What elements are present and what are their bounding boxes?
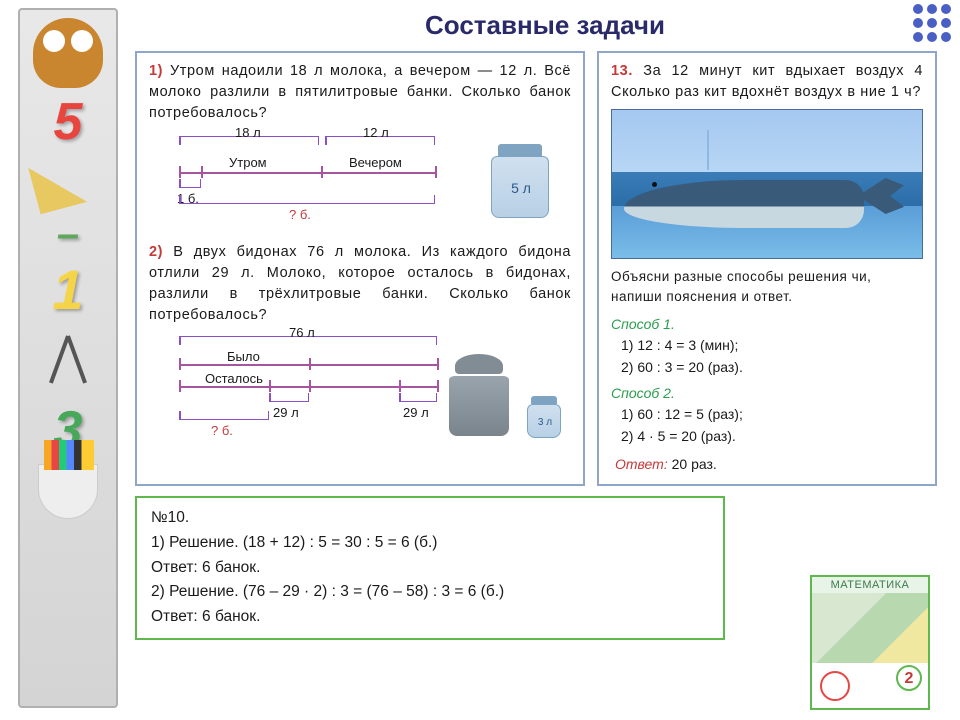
m2-step1: 1) 60 : 12 = 5 (раз); — [611, 403, 923, 425]
compass-icon — [38, 326, 98, 396]
label-qb1: ? б. — [289, 206, 311, 225]
task1-body: Утром надоили 18 л молока, а вечером — 1… — [149, 63, 571, 121]
task2-num: 2) — [149, 244, 163, 260]
label-76l: 76 л — [289, 324, 315, 343]
milk-can-icon — [449, 354, 511, 436]
m2-step2: 2) 4 · 5 = 20 (раз). — [611, 425, 923, 447]
diagram-task2: 76 л Было Осталось 29 л 29 л ? б. — [149, 334, 571, 454]
answer-label: Ответ: — [615, 456, 668, 472]
solution-box: №10. 1) Решение. (18 + 12) : 5 = 30 : 5 … — [135, 496, 725, 640]
method2-label: Способ 2. — [611, 383, 923, 403]
pencil-cup-icon — [38, 464, 98, 519]
task2-text: 2) В двух бидонах 76 л молока. Из каждог… — [149, 242, 571, 326]
whale-icon — [624, 168, 904, 228]
task13-answer: Ответ: 20 раз. — [611, 454, 923, 474]
task1-num: 1) — [149, 63, 163, 79]
m1-step1: 1) 12 : 4 = 3 (мин); — [611, 334, 923, 356]
panel-tasks-1-2: 1) Утром надоили 18 л молока, а вечером … — [135, 51, 585, 486]
whale-spout — [707, 130, 709, 170]
sol-1a: 1) Решение. (18 + 12) : 5 = 30 : 5 = 6 (… — [151, 531, 709, 556]
digit-1: 1 — [52, 262, 83, 318]
label-was: Было — [227, 348, 260, 367]
panels-row: 1) Утром надоили 18 л молока, а вечером … — [135, 47, 955, 486]
label-left: Осталось — [205, 370, 263, 389]
task1-text: 1) Утром надоили 18 л молока, а вечером … — [149, 61, 571, 124]
sol-header: №10. — [151, 506, 709, 531]
jar-5l-icon: 5 л — [491, 138, 551, 218]
task2-body: В двух бидонах 76 л молока. Из каждого б… — [149, 244, 571, 323]
jar-5l-label: 5 л — [491, 178, 551, 198]
diagram-task1: 18 л 12 л Утром Вечером 1 б. ? б. 5 л — [149, 132, 571, 232]
jar-3l-icon: 3 л — [527, 394, 563, 438]
digit-5: 5 — [54, 96, 83, 148]
label-29l-a: 29 л — [273, 404, 299, 423]
task13-body: За 12 минут кит вдыхает воздух 4 Сколько… — [611, 63, 923, 100]
page-title: Составные задачи — [135, 0, 955, 47]
clock-icon — [820, 671, 850, 701]
label-18l: 18 л — [235, 124, 261, 143]
ruler-icon — [28, 148, 109, 214]
corner-dots-icon — [913, 4, 951, 42]
panel-task13: 13. За 12 минут кит вдыхает воздух 4 Ско… — [597, 51, 937, 486]
book-bottom — [812, 663, 928, 707]
task13-explain: Объясни разные способы решения чи, напиш… — [611, 267, 923, 308]
answer-value: 20 раз. — [668, 456, 717, 472]
sol-1b: Ответ: 6 банок. — [151, 556, 709, 581]
sidebar: 5 – 1 3 — [18, 8, 118, 708]
label-evening: Вечером — [349, 154, 402, 173]
label-12l: 12 л — [363, 124, 389, 143]
task13-text: 13. За 12 минут кит вдыхает воздух 4 Ско… — [611, 61, 923, 103]
sol-2b: Ответ: 6 банок. — [151, 605, 709, 630]
book-illustration: 2 — [812, 593, 928, 663]
book-subject: МАТЕМАТИКА — [812, 577, 928, 593]
whale-illustration — [611, 109, 923, 259]
sol-2a: 2) Решение. (76 – 29 · 2) : 3 = (76 – 58… — [151, 580, 709, 605]
label-29l-b: 29 л — [403, 404, 429, 423]
method1-label: Способ 1. — [611, 314, 923, 334]
owl-icon — [33, 18, 103, 88]
task13-num: 13. — [611, 63, 633, 79]
label-morning: Утром — [229, 154, 267, 173]
digit-minus: – — [57, 214, 79, 254]
textbook-cover: МАТЕМАТИКА 2 — [810, 575, 930, 710]
m1-step2: 2) 60 : 3 = 20 (раз). — [611, 356, 923, 378]
label-qb2: ? б. — [211, 422, 233, 441]
main-content: Составные задачи 1) Утром надоили 18 л м… — [135, 0, 955, 640]
jar-3l-label: 3 л — [527, 416, 563, 431]
